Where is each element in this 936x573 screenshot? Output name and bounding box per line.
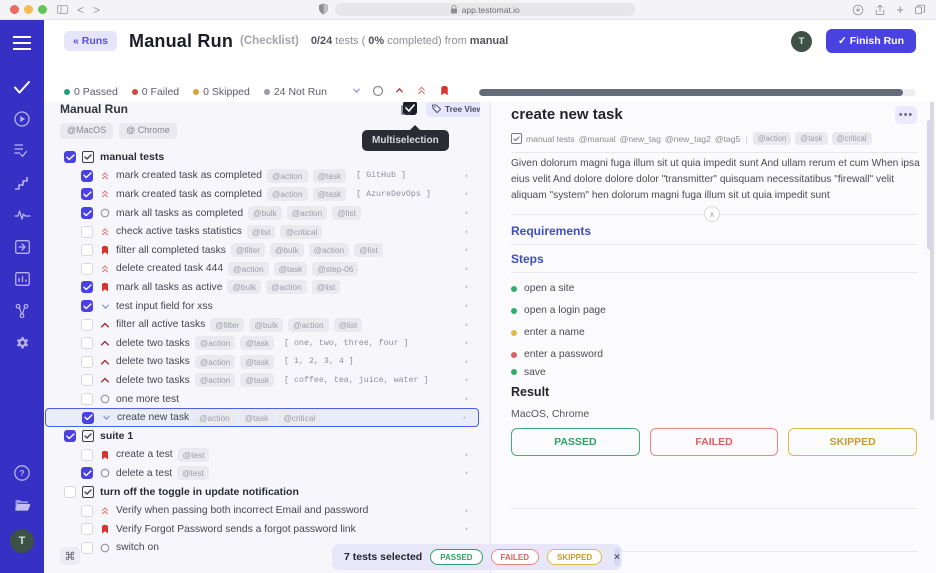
svg-text:?: ? (19, 468, 24, 478)
